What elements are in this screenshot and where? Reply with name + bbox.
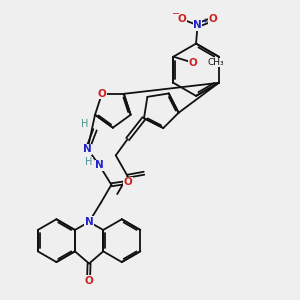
Text: O: O	[188, 58, 197, 68]
Text: CH₃: CH₃	[208, 58, 224, 67]
Text: N: N	[193, 20, 202, 30]
Text: H: H	[81, 119, 88, 129]
Text: O: O	[84, 276, 93, 286]
Text: O: O	[178, 14, 187, 24]
Text: O: O	[123, 177, 132, 188]
Text: −: −	[172, 9, 180, 19]
Text: O: O	[98, 89, 106, 99]
Text: H: H	[85, 158, 93, 167]
Text: N: N	[95, 160, 104, 170]
Text: N: N	[85, 217, 93, 227]
Text: +: +	[201, 17, 207, 26]
Text: O: O	[208, 14, 217, 24]
Text: N: N	[83, 144, 92, 154]
